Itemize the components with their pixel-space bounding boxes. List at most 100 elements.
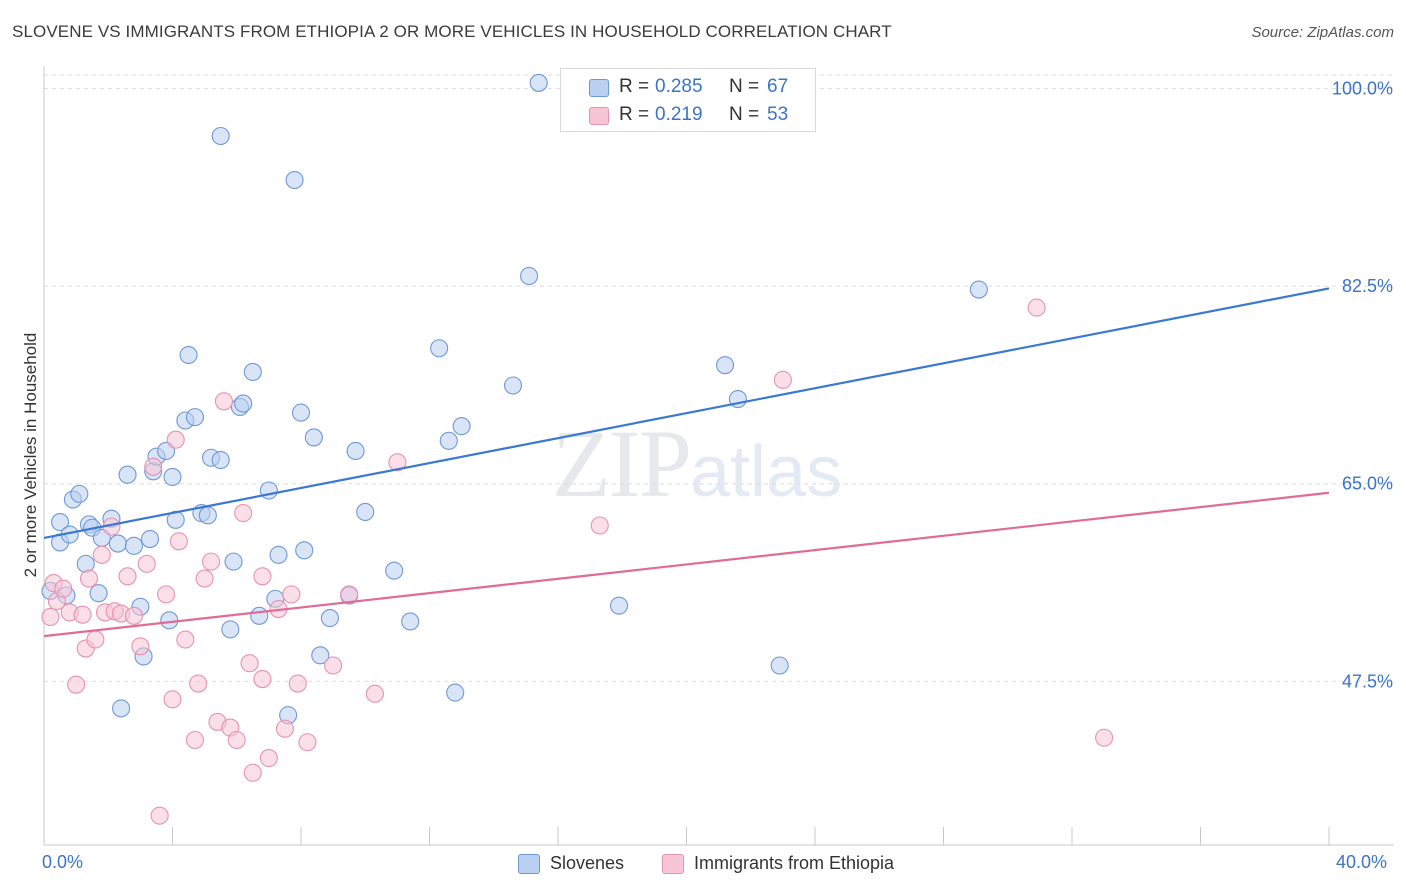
- point-slovenes: [108, 534, 127, 553]
- point-ethiopia: [202, 552, 221, 571]
- point-ethiopia: [1095, 728, 1114, 747]
- point-slovenes: [969, 280, 988, 299]
- point-ethiopia: [67, 675, 86, 694]
- point-slovenes: [118, 465, 137, 484]
- point-ethiopia: [124, 606, 143, 625]
- point-ethiopia: [86, 630, 105, 649]
- legend-label-slovenes: Slovenes: [550, 853, 625, 873]
- y-tick-labels: 47.5% 65.0% 82.5% 100.0%: [1332, 79, 1393, 692]
- trend-line-ethiopia: [43, 491, 1330, 638]
- point-ethiopia: [185, 730, 205, 750]
- trend-line-slovenes: [43, 287, 1330, 539]
- watermark-atlas: atlas: [690, 432, 843, 512]
- point-ethiopia: [227, 730, 246, 750]
- point-ethiopia: [41, 607, 60, 626]
- point-slovenes: [198, 506, 217, 525]
- legend-n-label: N =: [729, 76, 760, 97]
- point-ethiopia: [253, 567, 272, 586]
- point-slovenes: [320, 609, 339, 628]
- point-slovenes: [51, 513, 70, 532]
- y-tick-label: 100.0%: [1332, 79, 1393, 99]
- point-ethiopia: [288, 674, 307, 693]
- point-slovenes: [609, 596, 629, 615]
- series-legend: Slovenes Immigrants from Ethiopia: [0, 852, 1406, 878]
- point-ethiopia: [166, 430, 185, 449]
- legend-n-label: N =: [729, 104, 760, 125]
- point-slovenes: [112, 699, 131, 718]
- point-slovenes: [715, 356, 735, 375]
- watermark: ZIPatlas: [552, 408, 842, 519]
- point-slovenes: [234, 394, 253, 413]
- x-tick-label-max: 40.0%: [1336, 852, 1388, 872]
- point-ethiopia: [131, 637, 150, 656]
- trend-lines: [43, 287, 1330, 638]
- point-ethiopia: [324, 656, 343, 675]
- legend-r-value: 0.285: [655, 76, 703, 97]
- source-credit: Source: ZipAtlas.com: [1251, 24, 1394, 41]
- point-ethiopia: [157, 585, 176, 604]
- chart-title: SLOVENE VS IMMIGRANTS FROM ETHIOPIA 2 OR…: [12, 22, 892, 41]
- point-slovenes: [304, 428, 323, 447]
- point-ethiopia: [92, 545, 111, 564]
- point-ethiopia: [144, 457, 163, 476]
- legend-r-label: R =: [619, 76, 650, 97]
- legend-swatch-pink: [589, 107, 609, 125]
- point-ethiopia: [214, 392, 233, 411]
- point-ethiopia: [73, 605, 92, 624]
- point-slovenes: [221, 620, 240, 639]
- y-tick-label: 82.5%: [1342, 276, 1393, 296]
- point-ethiopia: [243, 763, 262, 782]
- point-ethiopia: [275, 719, 294, 738]
- point-ethiopia: [195, 569, 214, 588]
- point-slovenes: [346, 441, 365, 461]
- point-slovenes: [243, 362, 262, 382]
- point-slovenes: [70, 484, 89, 503]
- point-slovenes: [385, 561, 404, 580]
- point-slovenes: [185, 408, 205, 427]
- legend-label-ethiopia: Immigrants from Ethiopia: [694, 853, 895, 873]
- point-slovenes: [520, 266, 539, 286]
- point-slovenes: [250, 606, 269, 625]
- point-slovenes: [430, 339, 449, 358]
- legend-n-value: 67: [767, 76, 789, 97]
- point-ethiopia: [137, 554, 156, 573]
- point-slovenes: [163, 467, 182, 487]
- legend-r-value: 0.219: [655, 104, 703, 125]
- point-slovenes: [356, 502, 375, 521]
- point-ethiopia: [163, 690, 182, 709]
- point-ethiopia: [240, 654, 259, 673]
- legend-r-label: R =: [619, 104, 650, 125]
- point-slovenes: [401, 612, 420, 631]
- point-ethiopia: [234, 504, 253, 523]
- point-slovenes: [89, 584, 108, 603]
- legend-n-value: 53: [767, 104, 789, 125]
- point-slovenes: [211, 450, 230, 470]
- legend-swatch-ethiopia: [662, 854, 684, 874]
- point-slovenes: [124, 536, 143, 555]
- point-ethiopia: [590, 516, 609, 535]
- data-points: [41, 73, 1114, 825]
- point-ethiopia: [169, 532, 188, 551]
- point-slovenes: [452, 417, 471, 436]
- point-slovenes: [140, 529, 160, 549]
- point-slovenes: [295, 541, 314, 560]
- point-slovenes: [269, 545, 288, 564]
- point-ethiopia: [282, 585, 301, 604]
- axes: [43, 66, 1394, 846]
- point-ethiopia: [388, 453, 407, 472]
- point-ethiopia: [365, 684, 384, 703]
- point-ethiopia: [253, 669, 272, 689]
- point-ethiopia: [54, 579, 73, 598]
- point-slovenes: [446, 683, 465, 702]
- point-slovenes: [529, 73, 548, 92]
- point-ethiopia: [189, 674, 208, 693]
- legend-row-slovenes: R = 0.285 N = 67: [561, 73, 815, 101]
- point-slovenes: [285, 170, 304, 190]
- point-ethiopia: [773, 370, 792, 389]
- legend-row-ethiopia: R = 0.219 N = 53: [561, 101, 815, 129]
- point-slovenes: [311, 646, 330, 665]
- point-slovenes: [503, 376, 523, 395]
- y-tick-label: 65.0%: [1342, 474, 1393, 494]
- point-ethiopia: [176, 630, 195, 649]
